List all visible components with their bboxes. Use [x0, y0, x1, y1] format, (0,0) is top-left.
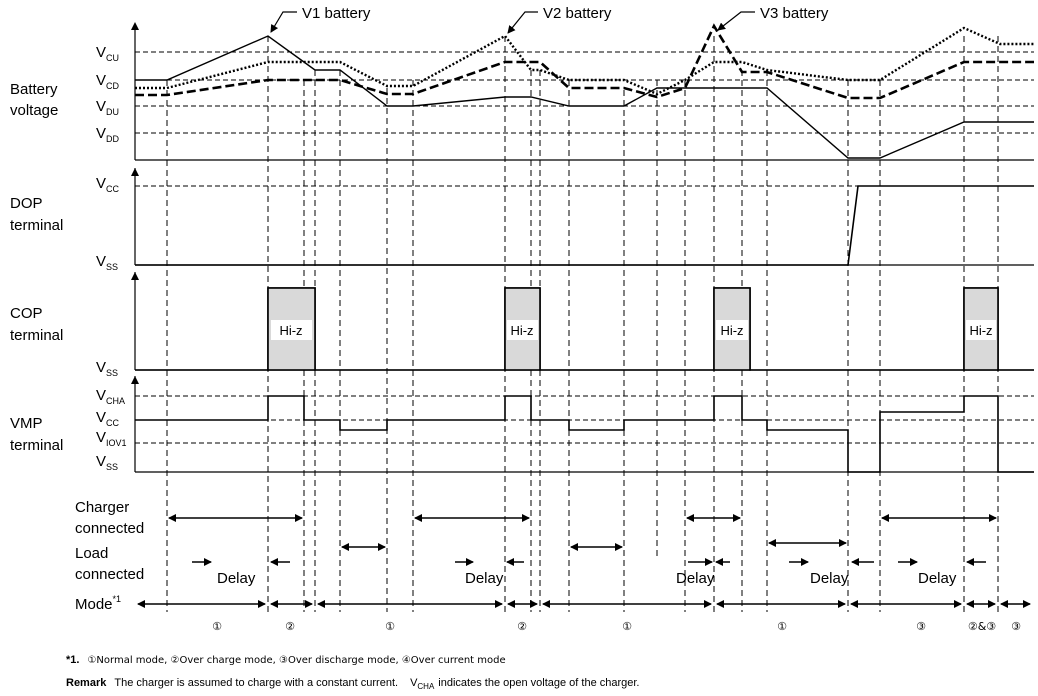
cop-vss-level-label: VSS	[96, 359, 118, 378]
dop-vss-level-label: VSS	[96, 253, 118, 272]
vcu-level-label: VCU	[96, 44, 119, 63]
v1-battery-trace	[135, 35, 1034, 159]
dop-axis-arrow	[131, 168, 139, 176]
delay-label-2: Delay	[465, 570, 504, 587]
delay-label-5: Delay	[918, 570, 957, 587]
vmp-vss-level-label: VSS	[96, 453, 118, 472]
footnote: *1. ①Normal mode, ②Over charge mode, ③Ove…	[66, 654, 506, 666]
dop-row-title: DOP terminal	[10, 195, 63, 234]
mode-label-3: ①	[385, 620, 395, 633]
vmp-axis-arrow	[131, 376, 139, 384]
callout-pointers	[270, 11, 755, 34]
delay-label-1: Delay	[217, 570, 256, 587]
vmp-vcc-level-label: VCC	[96, 409, 120, 428]
mode-label-8: ②&③	[968, 620, 996, 633]
cop-row-title: COP terminal	[10, 305, 63, 344]
vmp-row-title: VMP terminal	[10, 415, 63, 454]
vdu-level-label: VDU	[96, 98, 119, 117]
mode-label-2: ②	[285, 620, 295, 633]
load-connected-arrows	[341, 539, 847, 551]
dop-trace	[135, 185, 1034, 266]
viov1-level-label: VIOV1	[96, 429, 127, 448]
charger-row-title: Charger connected	[75, 499, 144, 537]
cop-axis-arrow	[131, 272, 139, 280]
battery-axis-arrow	[131, 22, 139, 30]
hiz-label-1: Hi-z	[279, 323, 302, 338]
dop-vcc-level-label: VCC	[96, 175, 120, 194]
mode-label-7: ③	[916, 620, 926, 633]
vdd-level-label: VDD	[96, 125, 120, 144]
mode-label-6: ①	[777, 620, 787, 633]
mode-label-5: ①	[622, 620, 632, 633]
load-row-title: Load connected	[75, 545, 144, 583]
v1-battery-callout: V1 battery	[302, 5, 371, 22]
v2-battery-trace	[135, 26, 1034, 96]
hiz-label-3: Hi-z	[720, 323, 743, 338]
hiz-label-backgrounds	[271, 320, 996, 340]
remark: Remark The charger is assumed to charge w…	[66, 677, 640, 691]
mode-label-1: ①	[212, 620, 222, 633]
vcha-level-label: VCHA	[96, 387, 125, 406]
cop-trace	[135, 287, 1034, 371]
vmp-trace	[135, 395, 1034, 473]
battery-traces	[135, 23, 1034, 159]
delay-label-4: Delay	[810, 570, 849, 587]
hiz-label-4: Hi-z	[969, 323, 992, 338]
mode-label-9: ③	[1011, 620, 1021, 633]
axes	[134, 26, 1034, 473]
vcd-level-label: VCD	[96, 72, 120, 91]
hiz-label-2: Hi-z	[510, 323, 533, 338]
delay-label-3: Delay	[676, 570, 715, 587]
v3-battery-trace	[135, 23, 1034, 100]
mode-label-4: ②	[517, 620, 527, 633]
mode-row-title: Mode*1	[75, 594, 121, 613]
v3-battery-callout: V3 battery	[760, 5, 829, 22]
v2-battery-callout: V2 battery	[543, 5, 612, 22]
reference-levels	[135, 51, 1034, 444]
battery-row-title: Battery voltage	[10, 81, 58, 119]
